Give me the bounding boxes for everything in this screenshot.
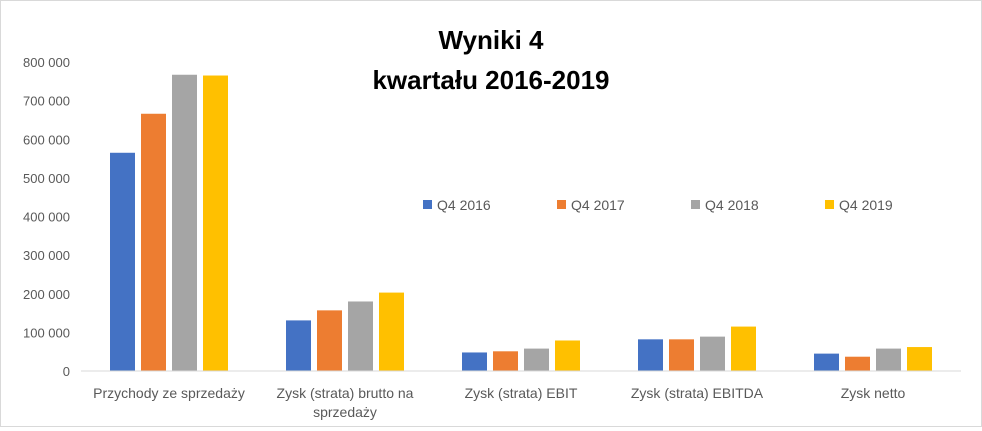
bar	[141, 113, 166, 371]
legend-swatch	[423, 200, 432, 209]
y-tick-label: 100 000	[23, 325, 70, 340]
y-tick-label: 400 000	[23, 210, 70, 225]
legend-label: Q4 2018	[705, 197, 759, 213]
bar	[907, 347, 932, 371]
bar	[172, 74, 197, 371]
bar	[379, 292, 404, 371]
legend-label: Q4 2016	[437, 197, 491, 213]
y-tick-label: 500 000	[23, 171, 70, 186]
x-tick-label: Zysk netto	[841, 385, 906, 401]
x-tick-label: Zysk (strata) EBITDA	[631, 385, 764, 401]
legend-label: Q4 2019	[839, 197, 893, 213]
bar	[493, 351, 518, 371]
x-tick-label: Zysk (strata) EBIT	[465, 385, 578, 401]
bar	[669, 339, 694, 371]
bars	[110, 74, 932, 372]
x-tick-label: Zysk (strata) brutto na	[277, 385, 414, 401]
bar	[555, 340, 580, 371]
legend-label: Q4 2017	[571, 197, 625, 213]
legend-swatch	[691, 200, 700, 209]
bar	[814, 353, 839, 371]
y-tick-label: 800 000	[23, 55, 70, 70]
bar	[462, 352, 487, 371]
x-tick-label: Przychody ze sprzedaży	[93, 385, 245, 401]
bar	[638, 339, 663, 371]
x-tick-label: sprzedaży	[313, 404, 377, 420]
chart-title: Wyniki 4 kwartału 2016-2019	[372, 25, 609, 95]
bar	[317, 310, 342, 371]
bar	[700, 336, 725, 371]
y-tick-label: 600 000	[23, 132, 70, 147]
chart-title-line: kwartału 2016-2019	[372, 65, 609, 95]
bar	[731, 326, 756, 371]
y-tick-label: 0	[63, 364, 70, 379]
y-tick-label: 200 000	[23, 287, 70, 302]
y-tick-label: 300 000	[23, 248, 70, 263]
x-axis-labels: Przychody ze sprzedaży Zysk (strata) brut…	[93, 385, 905, 420]
bar	[203, 75, 228, 372]
bar	[876, 348, 901, 371]
bar	[286, 320, 311, 371]
chart-title-line: Wyniki 4	[438, 25, 544, 55]
legend-swatch	[825, 200, 834, 209]
legend-swatch	[557, 200, 566, 209]
legend: Q4 2016 Q4 2017 Q4 2018 Q4 2019	[423, 197, 893, 213]
bar	[110, 152, 135, 371]
bar	[524, 348, 549, 371]
bar	[348, 301, 373, 371]
y-tick-label: 700 000	[23, 94, 70, 109]
bar	[845, 356, 870, 371]
y-axis: 0 100 000 200 000 300 000 400 000 500 000 600 …	[23, 55, 70, 379]
